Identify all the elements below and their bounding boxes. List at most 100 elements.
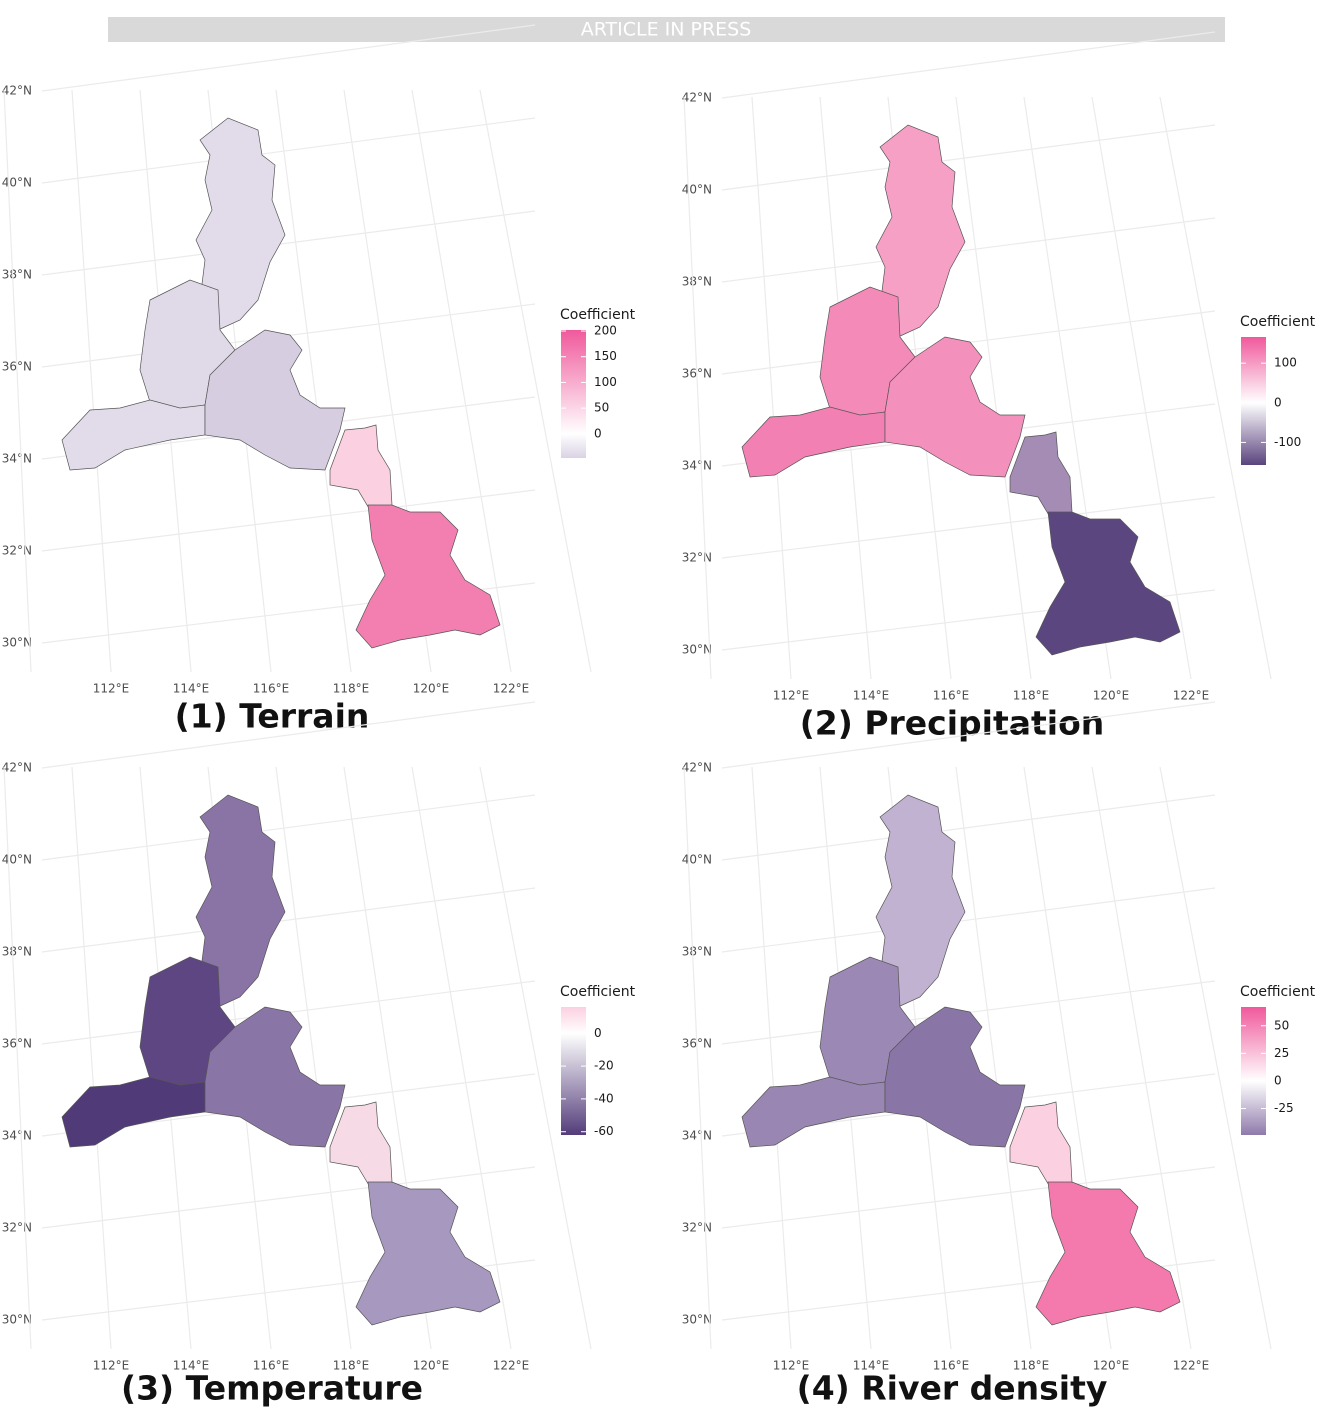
lat-label: 40°N [2, 853, 32, 867]
lon-label: 120°E [413, 682, 450, 696]
legend-label: 0 [594, 426, 602, 440]
legend-label: -60 [594, 1124, 614, 1138]
lon-label: 116°E [253, 682, 290, 696]
lon-label: 120°E [413, 1359, 450, 1373]
lon-label: 116°E [933, 689, 970, 703]
graticule [71, 766, 112, 1350]
lat-label: 34°N [2, 1129, 32, 1143]
graticule [751, 96, 792, 680]
lat-label: 38°N [2, 268, 32, 282]
lon-label: 118°E [333, 682, 370, 696]
lat-label: 30°N [2, 636, 32, 650]
lat-label: 40°N [682, 183, 712, 197]
graticule [275, 89, 352, 673]
graticule [41, 489, 536, 552]
region [741, 406, 886, 478]
legend-label: 50 [1274, 1018, 1289, 1032]
graticule [41, 1166, 536, 1229]
graticule [683, 766, 712, 1350]
graticule [3, 766, 32, 1350]
legend-label: 0 [1274, 1073, 1282, 1087]
map-panel: 42°N40°N38°N36°N34°N32°N30°N112°E114°E11… [682, 701, 1316, 1408]
legend-title: Coefficient [1240, 314, 1316, 330]
region [61, 399, 206, 471]
legend-label: -25 [1274, 1101, 1294, 1115]
graticule [751, 766, 792, 1350]
lat-label: 34°N [2, 452, 32, 466]
lat-label: 30°N [2, 1313, 32, 1327]
lon-label: 120°E [1093, 689, 1130, 703]
lon-label: 116°E [253, 1359, 290, 1373]
graticule [955, 96, 1032, 680]
graticule [411, 89, 512, 673]
lon-label: 118°E [1013, 689, 1050, 703]
graticule [41, 887, 536, 953]
region [884, 1006, 1026, 1148]
graticule [721, 701, 1216, 769]
legend-label: 25 [1274, 1046, 1289, 1060]
graticule [41, 117, 536, 184]
graticule [41, 210, 536, 276]
graticule [721, 794, 1216, 861]
lat-label: 30°N [682, 643, 712, 657]
banner: ARTICLE IN PRESS [581, 19, 752, 41]
legend-title: Coefficient [1240, 984, 1316, 1000]
legend-label: 0 [594, 1026, 602, 1040]
graticule [721, 496, 1216, 559]
lon-label: 112°E [93, 1359, 130, 1373]
lon-label: 116°E [933, 1359, 970, 1373]
lon-label: 122°E [493, 682, 530, 696]
lat-label: 32°N [2, 544, 32, 558]
graticule [479, 766, 592, 1350]
lon-label: 118°E [333, 1359, 370, 1373]
legend-bar [561, 1007, 586, 1135]
region [875, 794, 966, 1008]
graticule [1091, 96, 1192, 680]
region [884, 336, 1026, 478]
graticule [41, 794, 536, 861]
region [355, 1181, 501, 1326]
graticule [721, 31, 1216, 99]
lon-label: 114°E [853, 1359, 890, 1373]
lat-label: 38°N [682, 275, 712, 289]
region [329, 1101, 393, 1188]
lat-label: 30°N [682, 1313, 712, 1327]
region [1035, 511, 1181, 656]
lat-label: 32°N [682, 1221, 712, 1235]
graticule [479, 89, 592, 673]
panel-title: (1) Terrain [175, 697, 370, 736]
lat-label: 34°N [682, 459, 712, 473]
lon-label: 122°E [1173, 689, 1210, 703]
region [195, 117, 286, 331]
legend-label: -100 [1274, 435, 1301, 449]
graticule [721, 1166, 1216, 1229]
lat-label: 34°N [682, 1129, 712, 1143]
legend-bar [1241, 1007, 1266, 1135]
lon-label: 114°E [173, 1359, 210, 1373]
legend-label: 200 [594, 324, 617, 338]
legend-title: Coefficient [560, 307, 636, 323]
region [741, 1076, 886, 1148]
region [355, 504, 501, 649]
region [1009, 1101, 1073, 1188]
graticule [275, 766, 352, 1350]
legend-label: 150 [594, 349, 617, 363]
legend-label: 100 [1274, 356, 1297, 370]
graticule [721, 124, 1216, 191]
lon-label: 112°E [93, 682, 130, 696]
graticule [71, 89, 112, 673]
region [1035, 1181, 1181, 1326]
legend-label: 100 [594, 375, 617, 389]
region [875, 124, 966, 338]
graticule [721, 887, 1216, 953]
lat-label: 42°N [682, 91, 712, 105]
legend-bar [561, 330, 586, 458]
lat-label: 32°N [682, 551, 712, 565]
lon-label: 118°E [1013, 1359, 1050, 1373]
region [329, 424, 393, 511]
graticule [41, 701, 536, 769]
region [1009, 431, 1073, 518]
graticule [3, 89, 32, 673]
graticule [955, 766, 1032, 1350]
lat-label: 32°N [2, 1221, 32, 1235]
